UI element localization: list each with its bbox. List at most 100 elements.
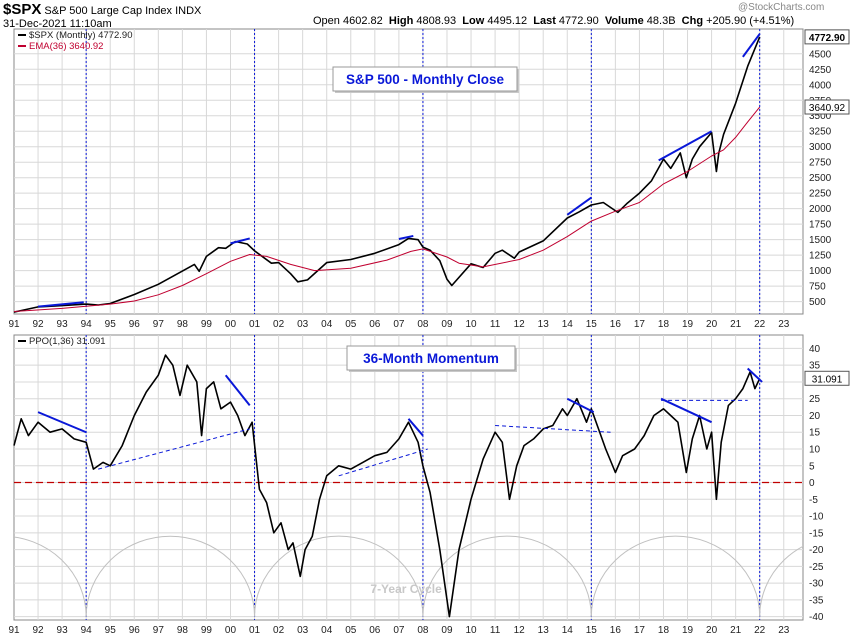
x-tick-label: 23 xyxy=(778,319,790,330)
trendline xyxy=(746,367,763,383)
high-value: 4808.93 xyxy=(416,15,457,27)
cycle-label: 7-Year Cycle xyxy=(370,582,442,596)
x-tick-label: 10 xyxy=(465,319,477,330)
trendline xyxy=(98,428,250,470)
x-tick-label: 96 xyxy=(129,319,141,330)
cycle-arcs xyxy=(14,535,803,617)
trendline xyxy=(566,196,592,216)
trendline xyxy=(407,418,424,437)
last-value: 4772.90 xyxy=(558,15,599,27)
low-label: Low xyxy=(462,15,485,27)
x-tick-label: 11 xyxy=(490,625,501,633)
trendline xyxy=(658,130,713,162)
x-tick-label: 13 xyxy=(538,625,550,633)
cycle-arc xyxy=(422,535,592,617)
cycle-arc xyxy=(590,535,761,617)
x-tick-label: 95 xyxy=(105,319,117,330)
trendline xyxy=(660,397,713,424)
legend-entry: $SPX (Monthly) 4772.90 xyxy=(29,30,133,41)
y-tick-label: 40 xyxy=(809,344,821,355)
y-tick-label: 10 xyxy=(809,445,821,456)
x-tick-label: 98 xyxy=(177,319,189,330)
x-tick-label: 07 xyxy=(393,625,405,633)
x-tick-label: 21 xyxy=(730,319,742,330)
x-tick-label: 98 xyxy=(177,625,189,633)
x-tick-label: 18 xyxy=(658,625,670,633)
annotation-box xyxy=(332,66,518,92)
x-tick-label: 05 xyxy=(345,319,357,330)
y-tick-label: 5 xyxy=(809,461,815,472)
x-tick-label: 91 xyxy=(8,625,20,633)
x-tick-label: 13 xyxy=(538,319,550,330)
chart-title: $SPX S&P 500 Large Cap Index INDX xyxy=(3,1,201,18)
panel-2: 91 92 93 94 95 96 97 98 99 00 01 02 03 04 05 06 07 08 09 10… xyxy=(8,334,850,633)
y-tick-label: 15 xyxy=(809,428,821,439)
trendline xyxy=(338,448,428,477)
ppo-tag: 31.091 xyxy=(812,374,843,385)
chg-label: Chg xyxy=(681,15,704,27)
x-tick-label: 17 xyxy=(634,625,646,633)
price-tag-box xyxy=(804,29,850,45)
x-tick-label: 10 xyxy=(465,625,477,633)
x-tick-label: 97 xyxy=(153,319,165,330)
x-tick-label: 00 xyxy=(225,625,237,633)
panel-frame xyxy=(13,334,804,621)
last-label: Last xyxy=(533,15,556,27)
x-tick-label: 15 xyxy=(586,319,598,330)
open-label: Open xyxy=(313,15,340,27)
annotation-text: S&P 500 - Monthly Close xyxy=(346,72,505,87)
x-tick-label: 97 xyxy=(153,625,165,633)
y-tick-label: 0 xyxy=(809,478,815,489)
name-label: S&P 500 Large Cap Index xyxy=(44,5,173,17)
x-tick-label: 00 xyxy=(225,319,237,330)
y-tick-label: 1500 xyxy=(809,235,832,246)
x-tick-label: 04 xyxy=(321,625,333,633)
y-tick-label: 2000 xyxy=(809,204,832,215)
x-tick-label: 01 xyxy=(249,625,261,633)
x-tick-label: 06 xyxy=(369,625,381,633)
ppo-tag-box xyxy=(804,370,850,386)
series-ppo-line xyxy=(13,354,761,618)
cycle-arc xyxy=(85,535,256,617)
annotation-box xyxy=(346,345,516,371)
y-tick-label: -30 xyxy=(809,579,824,590)
price-tag: 4772.90 xyxy=(809,33,846,44)
chg-value: +205.90 (+4.51%) xyxy=(706,15,795,27)
trendline xyxy=(37,301,84,308)
x-tick-label: 14 xyxy=(562,319,574,330)
trendline xyxy=(37,411,87,434)
x-tick-label: 02 xyxy=(273,319,285,330)
trendline xyxy=(398,234,414,241)
x-tick-label: 16 xyxy=(610,319,622,330)
y-tick-label: 3500 xyxy=(809,111,832,122)
y-tick-label: 4500 xyxy=(809,49,832,60)
ohlc-readout: Open 4602.82 High 4808.93 Low 4495.12 La… xyxy=(313,15,794,27)
trendline xyxy=(566,397,595,414)
legend-entry: PPO(1,36) 31.091 xyxy=(29,336,106,347)
trendline xyxy=(742,33,761,58)
y-tick-label: -5 xyxy=(809,495,818,506)
x-tick-label: 03 xyxy=(297,625,309,633)
x-tick-label: 12 xyxy=(514,625,526,633)
x-tick-label: 93 xyxy=(57,625,69,633)
y-tick-label: -25 xyxy=(809,562,824,573)
trendline xyxy=(230,237,250,245)
y-tick-label: 1000 xyxy=(809,266,832,277)
y-tick-label: -20 xyxy=(809,545,824,556)
x-tick-label: 01 xyxy=(249,319,261,330)
annotation-text: 36-Month Momentum xyxy=(363,351,499,366)
x-tick-label: 09 xyxy=(441,319,453,330)
x-tick-label: 18 xyxy=(658,319,670,330)
x-tick-label: 92 xyxy=(32,319,44,330)
x-tick-label: 93 xyxy=(57,319,69,330)
x-tick-label: 09 xyxy=(441,625,453,633)
y-tick-label: 20 xyxy=(809,411,821,422)
x-tick-label: 12 xyxy=(514,319,526,330)
high-label: High xyxy=(388,15,414,27)
x-tick-label: 91 xyxy=(8,319,20,330)
y-tick-label: -10 xyxy=(809,512,824,523)
x-tick-label: 05 xyxy=(345,625,357,633)
y-tick-label: 3250 xyxy=(809,127,832,138)
date-label: 31-Dec-2021 11:10am xyxy=(3,18,112,30)
